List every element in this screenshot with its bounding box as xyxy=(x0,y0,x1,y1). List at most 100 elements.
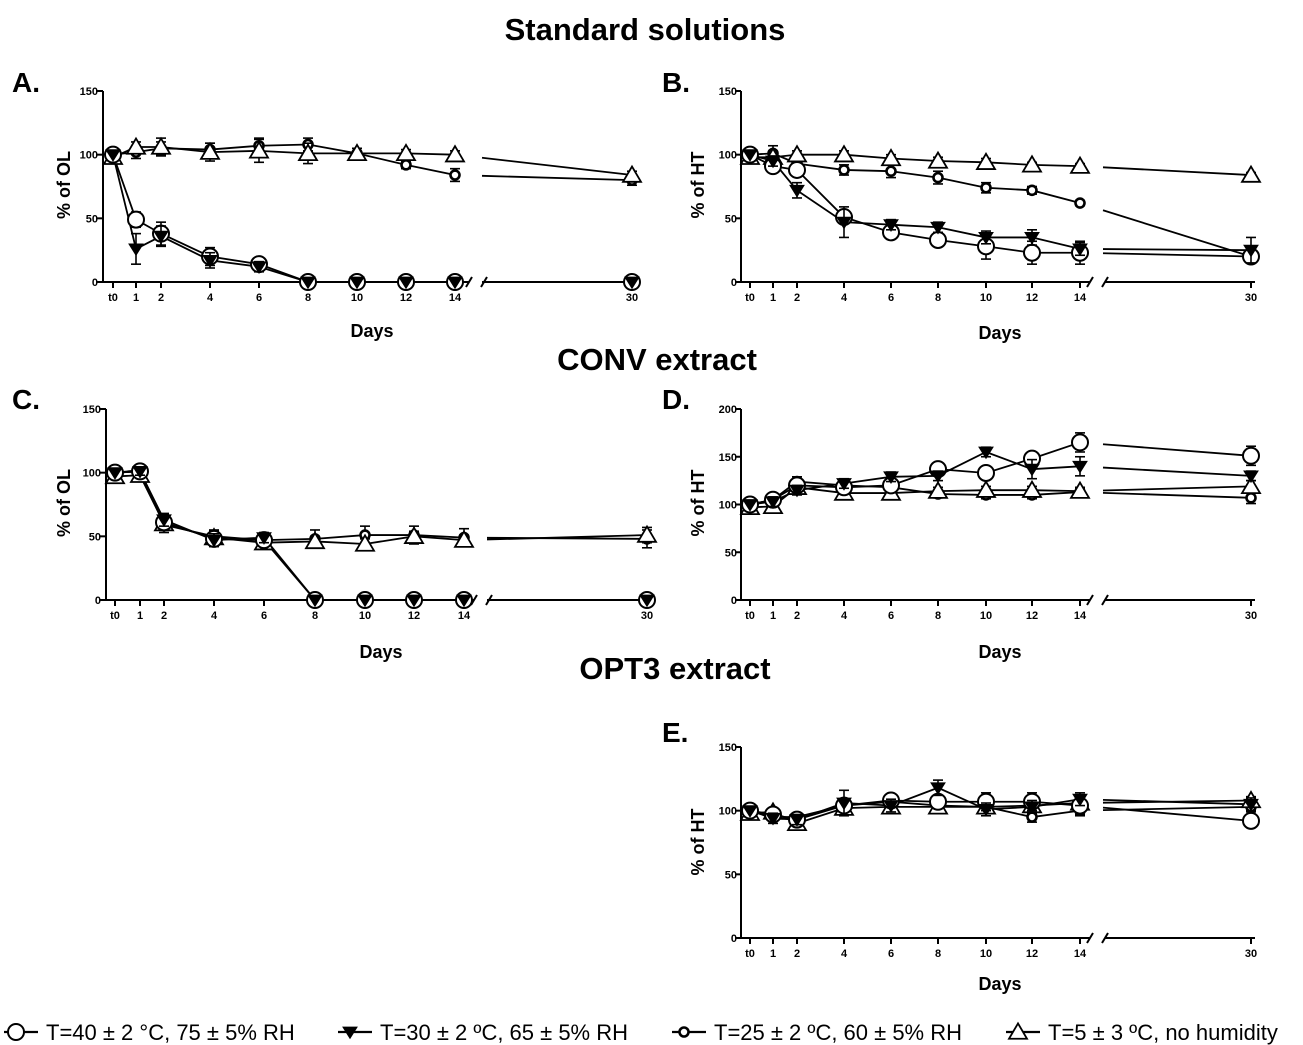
data-point-t30 xyxy=(107,467,123,480)
x-tick-label: 14 xyxy=(449,292,462,304)
data-point-t30 xyxy=(1243,244,1259,258)
data-point-t40 xyxy=(1242,446,1260,465)
panel-letter: B. xyxy=(662,67,690,98)
data-point-t30 xyxy=(1072,793,1088,807)
y-tick-label: 150 xyxy=(719,452,737,464)
data-point-t5 xyxy=(354,533,376,552)
y-tick-label: 100 xyxy=(80,150,98,162)
series-line-t25-after-break xyxy=(1102,209,1252,258)
x-axis-title: Days xyxy=(978,323,1021,343)
x-tick-label: 8 xyxy=(312,610,318,622)
data-point-t30 xyxy=(789,814,805,827)
x-tick-label: 4 xyxy=(841,292,848,304)
data-point-t5 xyxy=(395,143,417,162)
data-point-t30 xyxy=(1024,232,1040,245)
data-point-t5 xyxy=(199,141,221,160)
data-point-t30 xyxy=(357,594,373,608)
x-tick-label: 4 xyxy=(207,292,214,304)
data-point-t30 xyxy=(765,496,781,509)
legend-label-t30: T=30 ± 2 ºC, 65 ± 5% RH xyxy=(380,1020,628,1045)
y-tick-label: 50 xyxy=(86,213,98,225)
data-point-t25 xyxy=(1026,184,1038,197)
y-tick-label: 100 xyxy=(719,150,737,162)
data-point-t5 xyxy=(297,143,319,162)
data-point-t30 xyxy=(406,594,422,608)
data-point-t30 xyxy=(883,219,899,232)
y-axis-title: % of HT xyxy=(688,470,708,537)
data-point-t5 xyxy=(150,136,172,155)
x-tick-label: 2 xyxy=(794,610,800,622)
x-tick-label: 30 xyxy=(1245,292,1257,304)
legend-marker-t25 xyxy=(678,1026,690,1038)
data-point-t30 xyxy=(978,232,994,245)
x-tick-label: 14 xyxy=(458,610,471,622)
x-tick-label: 2 xyxy=(794,948,800,960)
y-tick-label: 50 xyxy=(725,213,737,225)
data-point-t30 xyxy=(256,532,272,545)
data-point-t30 xyxy=(156,514,172,528)
data-point-t30 xyxy=(930,470,946,484)
x-tick-label: 6 xyxy=(888,610,894,622)
data-point-t30 xyxy=(639,594,655,608)
series-line-t40-after-break xyxy=(1102,443,1252,457)
data-point-t30 xyxy=(742,499,758,512)
y-tick-label: 150 xyxy=(83,404,101,416)
series-line-t5-after-break xyxy=(1102,485,1252,492)
data-point-t25 xyxy=(400,159,412,171)
data-point-t5 xyxy=(444,144,466,163)
x-tick-label: t0 xyxy=(745,610,755,622)
y-tick-label: 150 xyxy=(719,742,737,754)
legend-label-t40: T=40 ± 2 °C, 75 ± 5% RH xyxy=(46,1020,295,1045)
x-tick-label: 10 xyxy=(980,610,992,622)
data-point-t40 xyxy=(1242,811,1260,830)
data-point-t5 xyxy=(636,524,658,543)
data-point-t40 xyxy=(127,210,145,229)
data-point-t5 xyxy=(248,140,270,159)
x-tick-label: 30 xyxy=(641,610,653,622)
series-line-t25-after-break xyxy=(481,174,633,182)
data-point-t5 xyxy=(1069,480,1091,499)
x-tick-label: 6 xyxy=(256,292,262,304)
data-point-t40 xyxy=(1023,243,1041,262)
x-tick-label: 30 xyxy=(1245,948,1257,960)
data-point-t5 xyxy=(304,531,326,550)
data-point-t30 xyxy=(447,276,463,290)
x-tick-label: t0 xyxy=(108,292,118,304)
panel-letter: D. xyxy=(662,384,690,415)
axis-break-mark xyxy=(1086,276,1094,288)
data-point-t30 xyxy=(742,805,758,818)
x-tick-label: 10 xyxy=(980,948,992,960)
x-tick-label: 8 xyxy=(305,292,311,304)
x-tick-label: 14 xyxy=(1074,292,1087,304)
data-point-t5 xyxy=(975,151,997,170)
x-tick-label: 1 xyxy=(770,948,776,960)
x-tick-label: t0 xyxy=(110,610,120,622)
y-axis-title: % of HT xyxy=(688,152,708,219)
x-tick-label: 2 xyxy=(161,610,167,622)
data-point-t25 xyxy=(932,171,944,184)
data-point-t30 xyxy=(251,261,267,274)
y-tick-label: 50 xyxy=(725,547,737,559)
data-point-t40 xyxy=(1071,433,1089,452)
data-point-t30 xyxy=(836,797,852,811)
data-point-t25 xyxy=(1074,197,1086,209)
x-tick-label: 10 xyxy=(359,610,371,622)
x-tick-label: 1 xyxy=(770,610,776,622)
section-title-opt3: OPT3 extract xyxy=(579,651,770,686)
x-tick-label: 30 xyxy=(626,292,638,304)
x-tick-label: 12 xyxy=(408,610,420,622)
data-point-t5 xyxy=(621,164,643,183)
data-point-t30 xyxy=(132,465,148,479)
data-point-t5 xyxy=(927,480,949,499)
legend-marker-t30 xyxy=(342,1026,358,1040)
data-point-t30 xyxy=(105,149,121,162)
y-tick-label: 0 xyxy=(731,933,737,945)
data-point-t30 xyxy=(930,782,946,795)
section-title-standard: Standard solutions xyxy=(505,12,786,47)
data-point-t30 xyxy=(978,803,994,817)
series-line-t5-after-break xyxy=(1102,166,1252,176)
axis-break-mark xyxy=(465,276,473,288)
y-tick-label: 50 xyxy=(725,869,737,881)
